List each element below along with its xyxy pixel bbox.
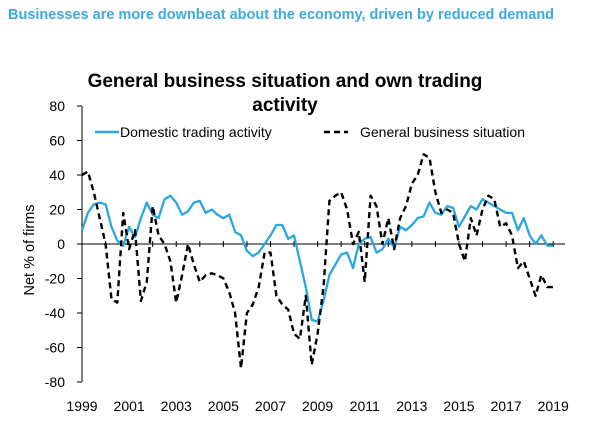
y-tick-label: -60 <box>45 340 65 356</box>
series-line-domestic-trading-activity <box>80 194 554 323</box>
chart-title: General business situation and own tradi… <box>87 71 483 116</box>
y-tick-label: 80 <box>49 98 65 114</box>
series-lines <box>80 153 554 370</box>
x-tick-label: 2013 <box>396 398 427 414</box>
legend-label: Domestic trading activity <box>120 124 272 140</box>
x-tick-label: 2017 <box>491 398 522 414</box>
x-tick-label: 2015 <box>443 398 474 414</box>
x-tick-label: 1999 <box>66 398 97 414</box>
chart-axes <box>81 106 565 382</box>
y-tick-label: 40 <box>49 167 65 183</box>
y-tick-label: 20 <box>49 202 65 218</box>
y-tick-label: 0 <box>57 236 65 252</box>
axis-ticks: -80 -60 -40 -20 0 20 40 60 80 1999 2001 2003 2005 200… <box>45 98 569 414</box>
series-line-general-business-situation <box>81 153 554 370</box>
y-axis-label: Net % of firms <box>22 204 38 295</box>
x-tick-label: 2003 <box>161 398 192 414</box>
y-tick-label: -20 <box>45 271 65 287</box>
x-tick-label: 2011 <box>350 398 380 414</box>
chart-legend: Domestic trading activity General busines… <box>95 124 525 140</box>
x-tick-label: 2001 <box>114 398 145 414</box>
legend-label: General business situation <box>360 124 525 140</box>
x-tick-label: 2005 <box>208 398 239 414</box>
x-tick-label: 2009 <box>302 398 333 414</box>
y-tick-label: 60 <box>49 133 65 149</box>
y-tick-label: -40 <box>45 305 65 321</box>
page-headline: Businesses are more downbeat about the e… <box>8 7 555 23</box>
y-tick-label: -80 <box>45 374 65 390</box>
x-tick-label: 2007 <box>255 398 286 414</box>
x-tick-label: 2019 <box>538 398 569 414</box>
